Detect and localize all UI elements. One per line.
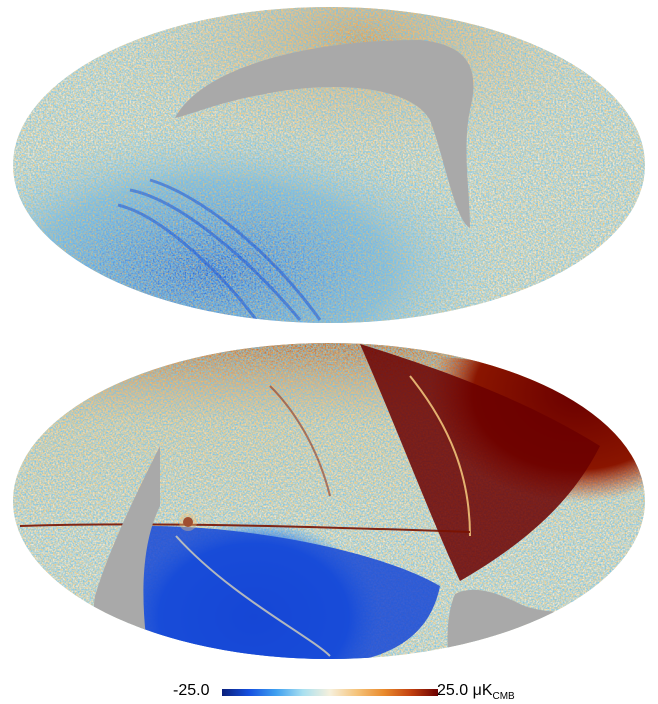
colorbar-max-label: 25.0 μKCMB xyxy=(437,682,515,702)
sky-map-top xyxy=(13,7,645,323)
colorbar-unit: μK xyxy=(472,682,493,699)
colorbar-unit-subscript: CMB xyxy=(492,691,515,702)
colorbar-gradient xyxy=(222,689,438,696)
colorbar: -25.0 25.0 μKCMB xyxy=(0,676,658,704)
colorbar-max-value: 25.0 xyxy=(437,682,469,699)
mask-region-top xyxy=(175,40,474,228)
colorbar-min-label: -25.0 xyxy=(173,682,210,699)
mask-region-bottom-left xyxy=(93,446,160,659)
sky-map-bottom xyxy=(13,343,645,659)
